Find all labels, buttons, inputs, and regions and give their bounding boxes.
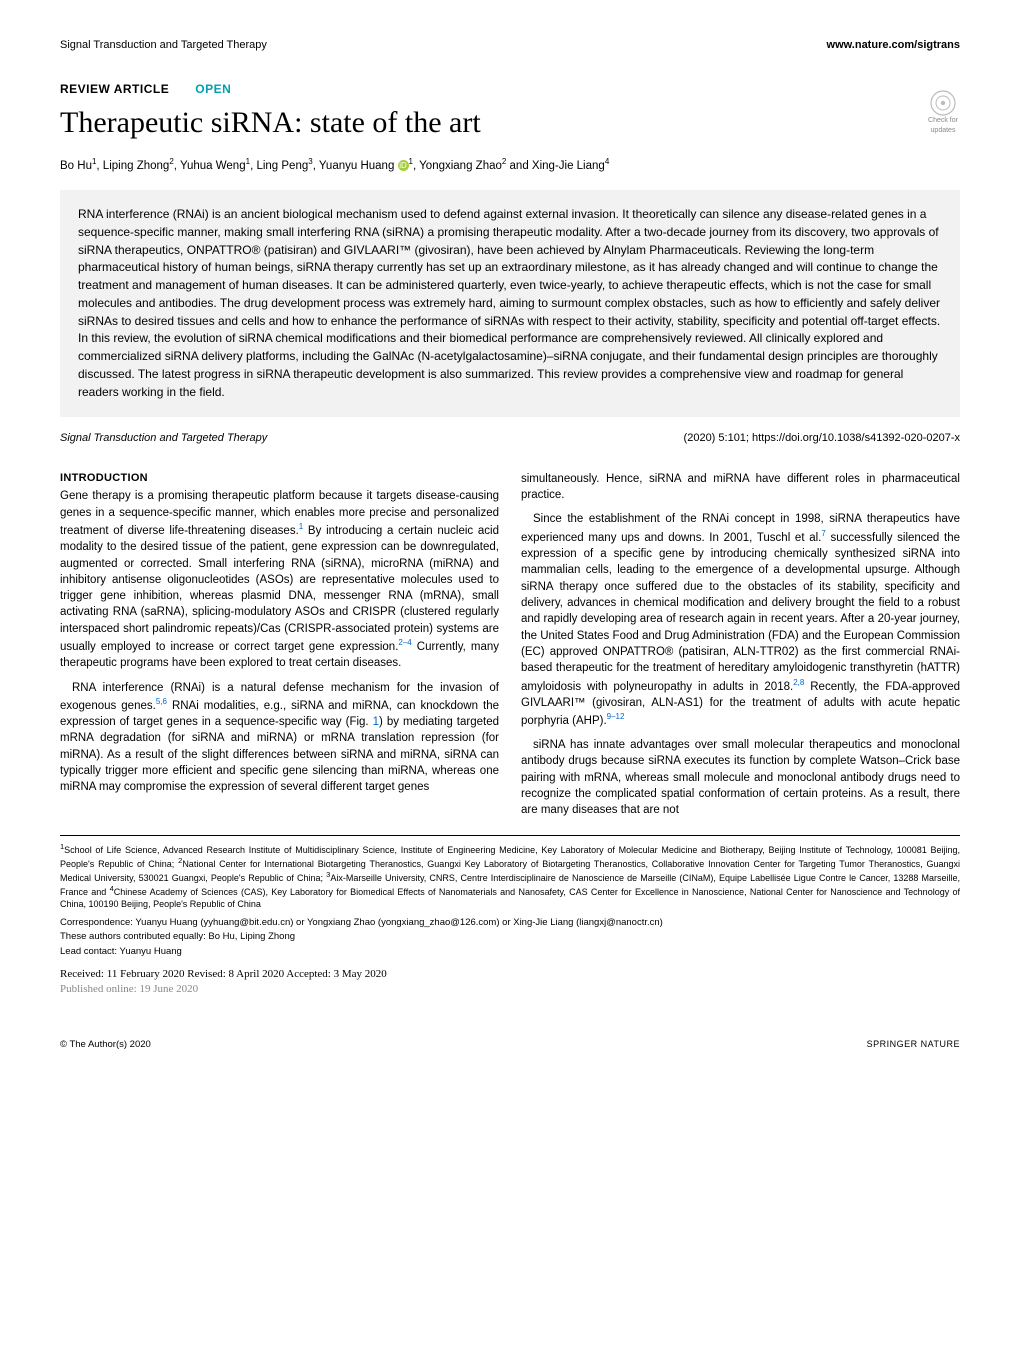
copyright: © The Author(s) 2020 (60, 1038, 151, 1051)
article-title: Therapeutic siRNA: state of the art (60, 102, 960, 144)
lead-contact: Lead contact: Yuanyu Huang (60, 946, 960, 959)
abstract-box: RNA interference (RNAi) is an ancient bi… (60, 190, 960, 417)
body-paragraph: simultaneously. Hence, siRNA and miRNA h… (521, 471, 960, 504)
section-heading: INTRODUCTION (60, 471, 499, 487)
body-paragraph: siRNA has innate advantages over small m… (521, 737, 960, 819)
citation-doi: (2020) 5:101; https://doi.org/10.1038/s4… (684, 431, 960, 446)
body-paragraph: Gene therapy is a promising therapeutic … (60, 488, 499, 671)
authors-line: Bo Hu1, Liping Zhong2, Yuhua Weng1, Ling… (60, 156, 960, 174)
journal-name: Signal Transduction and Targeted Therapy (60, 38, 267, 53)
check-updates-label: Check for updates (928, 117, 958, 134)
check-updates-badge[interactable]: Check for updates (926, 90, 960, 132)
body-paragraph: RNA interference (RNAi) is a natural def… (60, 680, 499, 796)
citation-journal: Signal Transduction and Targeted Therapy (60, 431, 267, 446)
affiliations: 1School of Life Science, Advanced Resear… (60, 842, 960, 911)
correspondence: Correspondence: Yuanyu Huang (yyhuang@bi… (60, 917, 960, 930)
article-type-label: REVIEW ARTICLE (60, 81, 169, 98)
site-url[interactable]: www.nature.com/sigtrans (827, 38, 960, 53)
publisher-logo: SPRINGER NATURE (867, 1038, 960, 1051)
open-access-label: OPEN (195, 81, 231, 98)
equal-contrib: These authors contributed equally: Bo Hu… (60, 931, 960, 944)
body-columns: INTRODUCTION Gene therapy is a promising… (60, 471, 960, 819)
dates-received: Received: 11 February 2020 Revised: 8 Ap… (60, 967, 960, 982)
body-paragraph: Since the establishment of the RNAi conc… (521, 511, 960, 729)
divider (60, 835, 960, 836)
dates-published: Published online: 19 June 2020 (60, 982, 960, 997)
